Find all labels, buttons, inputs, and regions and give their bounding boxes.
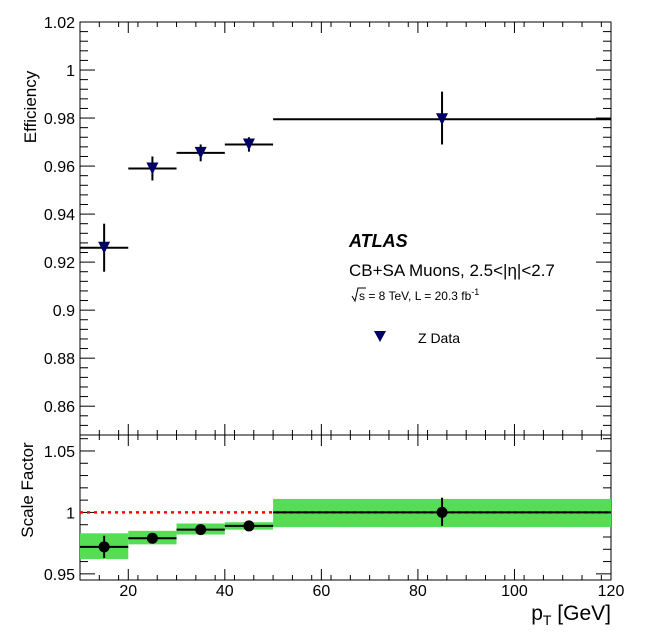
triangle-down-marker xyxy=(242,138,255,151)
efficiency-y-tick-label: 0.9 xyxy=(53,303,75,320)
efficiency-y-tick-label: 0.94 xyxy=(44,207,75,224)
circle-marker xyxy=(98,541,110,553)
efficiency-y-tick-label: 0.96 xyxy=(44,159,75,176)
efficiency-y-tick-label: 1 xyxy=(66,63,75,80)
efficiency-y-tick-label: 0.92 xyxy=(44,255,75,272)
lumi-label: s = 8 TeV, L = 20.3 fb-1 xyxy=(351,287,479,303)
lumi-label-text: s = 8 TeV, L = 20.3 fb-1 xyxy=(359,287,479,303)
efficiency-y-tick-label: 1.02 xyxy=(44,15,75,32)
circle-marker xyxy=(243,520,255,532)
sqrt-symbol xyxy=(351,287,366,303)
z-data-points xyxy=(80,91,611,272)
efficiency-y-tick-label: 0.88 xyxy=(44,351,75,368)
lumi-sqrt-s: s xyxy=(359,289,365,303)
scale-factor-y-tick-label: 0.95 xyxy=(44,567,75,584)
x-tick-label: 60 xyxy=(312,583,330,600)
efficiency-y-axis-title: Efficiency xyxy=(21,70,40,143)
lumi-rest: = 8 TeV, L = 20.3 fb xyxy=(365,289,472,303)
x-tick-label: 120 xyxy=(598,583,625,600)
x-axis-title-subscript: T xyxy=(543,612,552,628)
triangle-down-marker xyxy=(98,241,111,254)
efficiency-y-tick-label: 0.98 xyxy=(44,111,75,128)
x-tick-label: 80 xyxy=(409,583,427,600)
scale-factor-points xyxy=(80,497,611,558)
selection-label: CB+SA Muons, 2.5<|η|<2.7 xyxy=(349,261,555,280)
scale-factor-y-axis-title: Scale Factor xyxy=(18,442,37,538)
x-tick-label: 40 xyxy=(216,583,234,600)
efficiency-y-tick-label: 0.86 xyxy=(44,399,75,416)
x-axis-title-unit: [GeV] xyxy=(551,602,611,625)
lumi-exponent: -1 xyxy=(471,287,479,297)
circle-marker xyxy=(195,524,207,536)
circle-marker xyxy=(146,532,158,544)
atlas-label: ATLAS xyxy=(348,231,408,251)
legend: Z Data xyxy=(374,330,460,346)
efficiency-axis-ticks xyxy=(79,21,612,436)
x-axis-title-main: p xyxy=(531,602,543,625)
x-tick-label: 20 xyxy=(119,583,137,600)
scale-factor-y-tick-label: 1 xyxy=(66,505,75,522)
legend-entry-z-data: Z Data xyxy=(418,330,460,346)
triangle-down-marker xyxy=(146,162,159,175)
legend-triangle-down-marker xyxy=(374,331,386,342)
x-tick-labels: 20 40 60 80 100 120 xyxy=(119,583,624,600)
efficiency-y-tick-labels: 0.86 0.88 0.9 0.92 0.94 0.96 0.98 1 1.02 xyxy=(44,15,75,416)
scale-factor-systematic-bands xyxy=(80,498,611,560)
efficiency-panel-frame xyxy=(79,21,612,436)
scale-factor-y-tick-labels: 0.95 1 1.05 xyxy=(44,444,75,584)
triangle-down-marker xyxy=(194,146,207,159)
x-tick-label: 100 xyxy=(501,583,528,600)
triangle-down-marker xyxy=(436,113,449,126)
circle-marker xyxy=(436,506,448,518)
scale-factor-axis-ticks xyxy=(79,435,612,580)
x-axis-title: pT [GeV] xyxy=(531,602,611,628)
scale-factor-y-tick-label: 1.05 xyxy=(44,444,75,461)
